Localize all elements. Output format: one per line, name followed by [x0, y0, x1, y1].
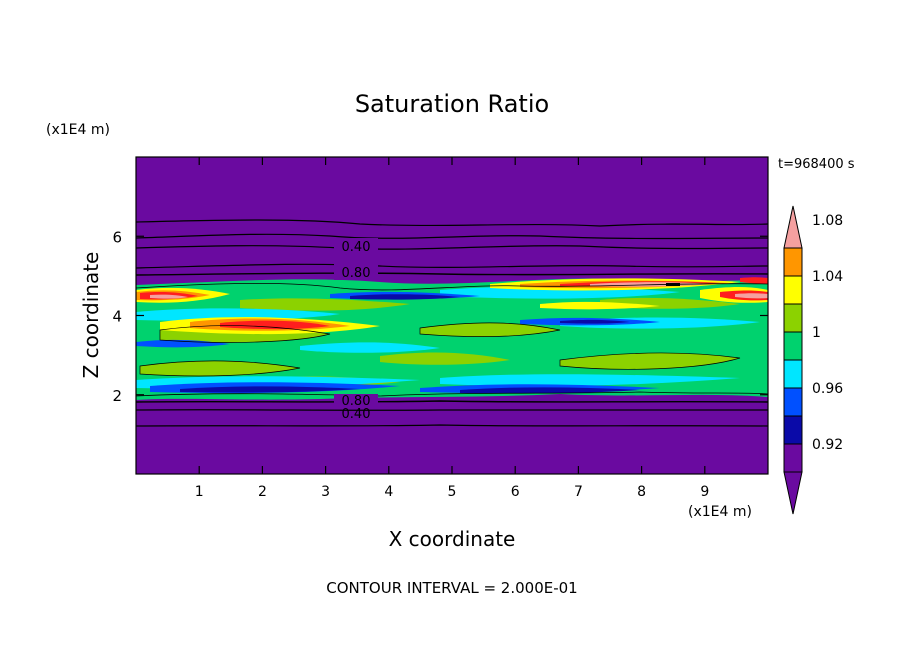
contour-line — [159, 325, 331, 343]
cyan-patch — [440, 374, 740, 386]
x-tick-label: 3 — [321, 484, 330, 500]
colorbar-swatch — [783, 359, 803, 389]
pink-patch — [735, 293, 768, 299]
contour-label: 0.80 — [342, 266, 371, 281]
colorbar: 1.08 1.04 1 0.96 0.92 — [783, 205, 843, 515]
x-tick-label: 5 — [448, 484, 457, 500]
contour-line — [136, 400, 768, 403]
chart-title: Saturation Ratio — [355, 90, 549, 118]
cyan-patch — [300, 342, 440, 353]
dark-blue-streak — [180, 386, 360, 393]
colorbar-label: 1.08 — [812, 213, 843, 229]
x-tick-label: 4 — [384, 484, 393, 500]
contour-label: 0.80 — [342, 394, 371, 409]
contour-interval-footer: CONTOUR INTERVAL = 2.000E-01 — [326, 579, 577, 597]
contour-line — [136, 391, 768, 397]
contour-line — [136, 409, 768, 411]
y-axis: 2 4 6 — [112, 228, 768, 405]
cyan-patch — [136, 308, 340, 321]
red-patch — [740, 277, 768, 284]
y-unit-label: (x1E4 m) — [46, 122, 110, 138]
contour-labels: 0.40 0.80 0.80 0.40 — [334, 238, 378, 422]
x-tick-label: 6 — [511, 484, 520, 500]
contour-line — [419, 322, 561, 337]
colorbar-swatch — [783, 303, 803, 333]
contour-mark — [666, 283, 680, 286]
x-axis-title: X coordinate — [389, 527, 516, 551]
colorbar-top-arrow — [783, 205, 803, 249]
x-unit-label: (x1E4 m) — [688, 504, 752, 520]
time-label: t=968400 s — [778, 157, 855, 172]
y-axis-title: Z coordinate — [79, 252, 103, 379]
y-tick-label: 2 — [112, 387, 122, 405]
colorbar-swatch — [783, 247, 803, 277]
blue-streak — [136, 339, 230, 348]
contour-line — [139, 360, 301, 377]
moist-layer — [136, 219, 768, 427]
contour-line — [136, 272, 768, 276]
contour-line — [136, 263, 768, 269]
colorbar-label: 1 — [812, 325, 821, 341]
light-green-patch — [240, 298, 410, 311]
x-tick-label: 7 — [574, 484, 583, 500]
contour-line — [136, 282, 768, 291]
colorbar-swatch — [783, 275, 803, 305]
contour-label: 0.40 — [342, 407, 371, 422]
light-green-patch — [560, 352, 740, 370]
x-tick-label: 2 — [258, 484, 267, 500]
dark-blue-streak — [350, 294, 460, 300]
contour-line — [136, 219, 768, 227]
y-tick-label: 4 — [112, 308, 122, 326]
contour-line — [136, 245, 768, 250]
colorbar-label: 1.04 — [812, 269, 843, 285]
x-tick-label: 9 — [700, 484, 709, 500]
contour-line — [136, 233, 768, 240]
x-tick-label: 8 — [637, 484, 646, 500]
colorbar-swatch — [783, 415, 803, 445]
y-tick-label: 6 — [112, 228, 122, 246]
yellow-patch — [540, 301, 660, 310]
contour-line — [136, 424, 768, 427]
x-tick-label: 1 — [195, 484, 204, 500]
colorbar-label: 0.92 — [812, 437, 843, 453]
light-green-patch — [380, 352, 510, 365]
x-axis: 1 2 3 4 5 6 7 8 9 — [195, 157, 709, 500]
plot-area: 0.40 0.80 0.80 0.40 — [135, 156, 769, 475]
contour-label: 0.40 — [342, 240, 371, 255]
contour-line — [559, 352, 741, 370]
light-green-patch — [140, 360, 300, 376]
colorbar-label: 0.96 — [812, 381, 843, 397]
colorbar-swatch — [783, 443, 803, 473]
red-patch — [220, 320, 330, 330]
colorbar-bottom-arrow — [783, 471, 803, 515]
dark-blue-streak — [560, 319, 630, 324]
dark-blue-streak — [460, 387, 640, 394]
colorbar-swatch — [783, 331, 803, 361]
light-green-patch — [420, 322, 560, 337]
colorbar-swatch — [783, 387, 803, 417]
pink-patch — [150, 294, 188, 299]
